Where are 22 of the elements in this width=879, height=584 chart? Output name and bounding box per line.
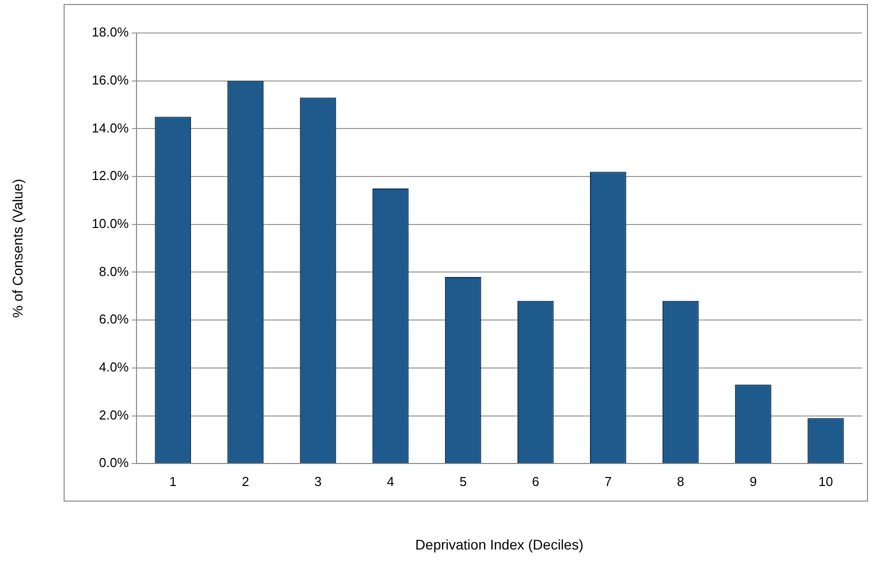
y-tick-label: 10.0% — [92, 216, 130, 231]
y-tick-label: 12.0% — [92, 168, 130, 184]
y-tick-label: 14.0% — [92, 120, 130, 136]
x-tick-label: 3 — [314, 474, 322, 489]
y-tick-label: 16.0% — [92, 72, 130, 88]
x-tick-label: 6 — [532, 474, 540, 489]
x-tick-label: 1 — [169, 474, 177, 489]
y-tick-label: 8.0% — [99, 264, 130, 279]
y-tick-label: 2.0% — [99, 407, 130, 422]
y-tick-label: 0.0% — [99, 455, 130, 470]
y-tick-label: 6.0% — [99, 312, 130, 327]
x-tick-label: 9 — [750, 474, 757, 489]
x-tick-label: 5 — [459, 474, 467, 489]
x-tick-label: 4 — [386, 474, 394, 489]
x-tick-label: 7 — [604, 474, 612, 489]
x-axis-title: Deprivation Index (Deciles) — [415, 536, 584, 552]
x-tick-label: 10 — [818, 474, 833, 489]
y-axis-title: % of Consents (Value) — [9, 178, 26, 318]
y-tick-label: 18.0% — [92, 24, 130, 40]
y-tick-label: 4.0% — [99, 359, 130, 374]
x-tick-label: 2 — [242, 474, 250, 489]
x-tick-label: 8 — [677, 474, 684, 489]
